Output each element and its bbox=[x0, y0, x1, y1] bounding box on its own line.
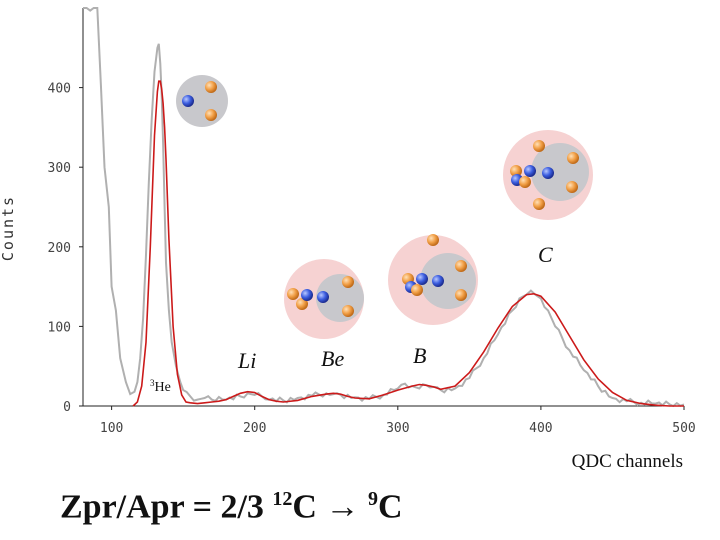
x-tick-label: 300 bbox=[386, 421, 409, 436]
x-tick-label: 500 bbox=[672, 421, 695, 436]
measured-spectrum-line bbox=[83, 7, 685, 408]
li-label: Li bbox=[237, 348, 256, 373]
y-tick-label: 300 bbox=[48, 161, 71, 176]
fit-curve-line bbox=[132, 80, 684, 407]
x-ticks: 100 200 300 400 500 bbox=[100, 406, 696, 436]
be-label: Be bbox=[321, 346, 344, 371]
he3-label: 3He bbox=[150, 378, 171, 395]
be-nucleus-icon bbox=[284, 259, 364, 339]
formula-caption: Zpr/Apr = 2/3 12C → 9C bbox=[60, 488, 403, 526]
y-tick-label: 400 bbox=[48, 82, 71, 97]
x-tick-label: 200 bbox=[243, 421, 266, 436]
y-ticks: 0 100 200 300 400 bbox=[48, 82, 83, 415]
y-tick-label: 200 bbox=[48, 241, 71, 256]
y-tick-label: 100 bbox=[48, 320, 71, 335]
x-tick-label: 100 bbox=[100, 421, 123, 436]
b-nucleus-icon bbox=[388, 234, 478, 325]
he3-nucleus-icon bbox=[176, 75, 228, 127]
x-tick-label: 400 bbox=[529, 421, 552, 436]
b-label: B bbox=[413, 343, 426, 368]
y-axis-label: Counts bbox=[0, 195, 17, 261]
c-nucleus-icon bbox=[503, 130, 593, 220]
x-axis-label: QDC channels bbox=[572, 451, 683, 472]
y-tick-label: 0 bbox=[63, 400, 71, 415]
c-label: C bbox=[538, 242, 553, 267]
